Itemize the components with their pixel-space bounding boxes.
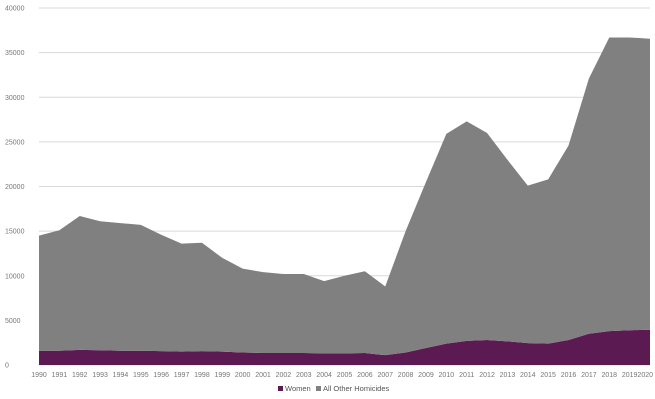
x-tick-label-1990: 1990: [31, 372, 47, 379]
y-tick-label-10000: 10000: [5, 273, 25, 280]
x-axis-ticks: 1990 1991 1992 1993 1994 1995 1996 1997 1998 1999…: [31, 372, 653, 379]
x-tick-label-2007: 2007: [377, 372, 393, 379]
x-tick-label-2011: 2011: [459, 372, 474, 379]
legend-swatch-women: [278, 386, 283, 391]
legend-label-women: Women: [285, 384, 311, 393]
y-tick-label-30000: 30000: [5, 95, 25, 102]
x-tick-label-2008: 2008: [398, 372, 414, 379]
x-tick-label-2012: 2012: [479, 372, 495, 379]
x-tick-label-2013: 2013: [500, 372, 516, 379]
legend-label-all-other-homicides: All Other Homicides: [323, 384, 390, 393]
legend-swatch-all-other-homicides: [316, 386, 321, 391]
x-tick-label-2005: 2005: [337, 372, 353, 379]
area-series-women: [39, 329, 650, 365]
y-tick-label-0: 0: [5, 363, 9, 370]
x-tick-label-1994: 1994: [113, 372, 129, 379]
x-tick-label-2017: 2017: [581, 372, 597, 379]
x-tick-label-1999: 1999: [215, 372, 231, 379]
x-tick-label-1993: 1993: [92, 372, 108, 379]
y-tick-label-5000: 5000: [5, 318, 21, 325]
x-tick-label-2018: 2018: [601, 372, 617, 379]
x-tick-label-2001: 2001: [255, 372, 271, 379]
x-tick-label-1996: 1996: [153, 372, 169, 379]
y-tick-label-40000: 40000: [5, 6, 25, 13]
x-tick-label-1998: 1998: [194, 372, 210, 379]
y-tick-label-25000: 25000: [5, 139, 25, 146]
x-tick-label-2009: 2009: [418, 372, 434, 379]
x-tick-label-2016: 2016: [561, 372, 577, 379]
x-tick-label-2010: 2010: [439, 372, 455, 379]
area-series-all-other-homicides: [39, 37, 650, 356]
y-tick-label-15000: 15000: [5, 229, 25, 236]
x-tick-label-1992: 1992: [72, 372, 88, 379]
x-tick-label-1995: 1995: [133, 372, 149, 379]
y-tick-label-20000: 20000: [5, 184, 25, 191]
y-tick-label-35000: 35000: [5, 50, 25, 57]
x-tick-label-1991: 1991: [52, 372, 68, 379]
x-tick-label-2014: 2014: [520, 372, 536, 379]
x-tick-label-2003: 2003: [296, 372, 312, 379]
x-tick-label-2004: 2004: [316, 372, 332, 379]
area-series: [39, 37, 650, 365]
x-tick-label-2006: 2006: [357, 372, 373, 379]
x-tick-label-2002: 2002: [276, 372, 292, 379]
x-tick-label-2015: 2015: [540, 372, 556, 379]
x-tick-label-1997: 1997: [174, 372, 190, 379]
x-tick-label-2019: 2019: [622, 372, 638, 379]
y-axis-ticks: 0 5000 10000 15000 20000 25000 30000 35000 40000: [5, 6, 25, 370]
x-tick-label-2020: 2020: [637, 372, 653, 379]
x-tick-label-2000: 2000: [235, 372, 251, 379]
legend: Women All Other Homicides: [278, 384, 390, 393]
